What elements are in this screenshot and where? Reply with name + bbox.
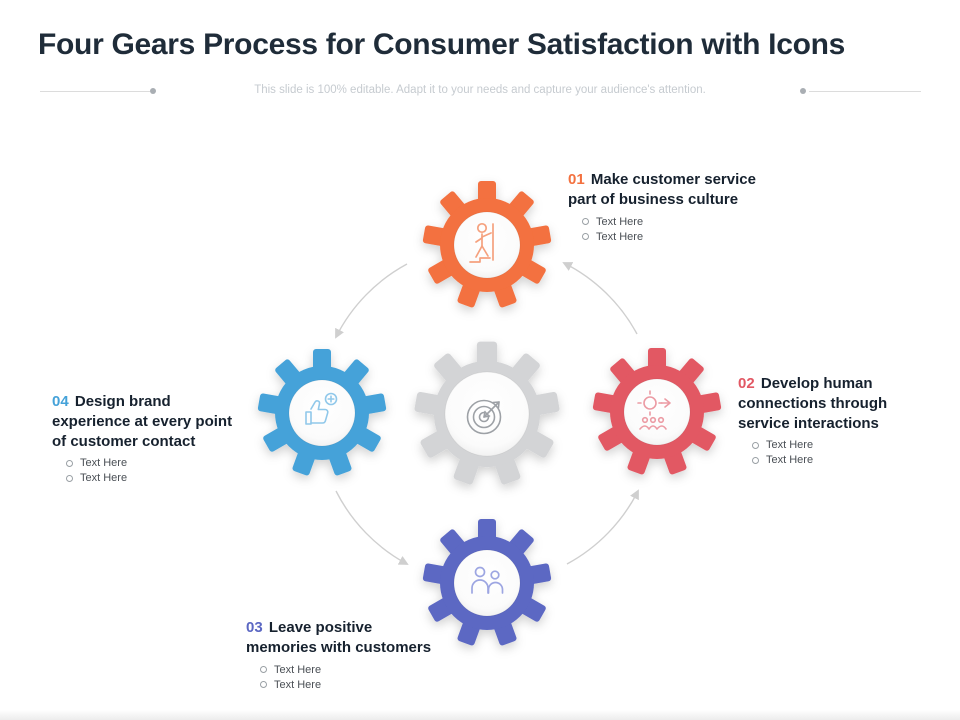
two-people-icon (471, 566, 504, 594)
bullet-label: Text Here (80, 472, 128, 485)
bullet-label: Text Here (766, 439, 814, 452)
slide-subtitle: This slide is 100% editable. Adapt it to… (254, 84, 706, 96)
list-item: Text Here (52, 472, 248, 484)
bullet-circle-icon (752, 441, 759, 449)
gear-step-01 (422, 181, 552, 309)
bullet-label: Text Here (80, 457, 128, 470)
bullet-label: Text Here (596, 215, 644, 228)
list-item: Text Here (738, 454, 916, 466)
decor-dot-left (150, 88, 156, 94)
bullet-label: Text Here (596, 230, 644, 243)
gear-people-icon (637, 390, 671, 430)
list-item: Text Here (568, 216, 778, 228)
step-block-03: 03 Leave positive memories with customer… (246, 618, 436, 691)
list-item: Text Here (246, 679, 436, 691)
decor-dot-right (800, 88, 806, 94)
gear-02-inner-circle (623, 378, 691, 446)
decor-line-left (40, 91, 150, 92)
gear-step-02 (592, 348, 722, 476)
arrow-bottom-to-right (566, 489, 639, 565)
step-heading: 04 Design brand experience at every poin… (52, 392, 248, 451)
gear-step-03 (422, 519, 552, 647)
gear-04-inner-circle (288, 379, 356, 447)
bullet-circle-icon (582, 218, 589, 226)
gear-01-inner-circle (453, 211, 521, 279)
arrow-top-to-left (335, 263, 408, 339)
bullet-circle-icon (260, 681, 267, 689)
list-item: Text Here (52, 457, 248, 469)
step-title: Make customer service part of business c… (568, 171, 756, 208)
bullet-list: Text Here Text Here (52, 457, 248, 484)
bullet-circle-icon (752, 456, 759, 464)
step-heading: 02 Develop human connections through ser… (738, 374, 916, 433)
step-heading: 01 Make customer service part of busines… (568, 170, 778, 210)
target-dart-icon (466, 399, 502, 435)
bullet-list: Text Here Text Here (738, 439, 916, 466)
bullet-label: Text Here (274, 663, 322, 676)
bullet-circle-icon (66, 459, 73, 467)
person-climbing-flag-icon (469, 222, 494, 263)
step-number: 04 (52, 393, 69, 410)
bullet-circle-icon (582, 233, 589, 241)
flow-arrows (335, 262, 639, 565)
bullet-circle-icon (260, 666, 267, 674)
arrow-left-to-bottom (335, 490, 409, 565)
bullet-list: Text Here Text Here (568, 216, 778, 243)
bullet-list: Text Here Text Here (246, 664, 436, 691)
bullet-label: Text Here (766, 454, 814, 467)
gear-step-04 (257, 349, 387, 477)
slide-bottom-shadow (0, 710, 960, 720)
bullet-label: Text Here (274, 678, 322, 691)
list-item: Text Here (246, 664, 436, 676)
gear-center (414, 341, 560, 486)
list-item: Text Here (568, 231, 778, 243)
list-item: Text Here (738, 439, 916, 451)
step-number: 01 (568, 171, 585, 188)
page-title: Four Gears Process for Consumer Satisfac… (38, 28, 846, 61)
decor-line-right (809, 91, 921, 92)
step-title: Leave positive memories with customers (246, 619, 432, 656)
thumbs-up-plus-icon (305, 392, 338, 425)
step-title: Develop human connections through servic… (738, 375, 888, 432)
step-block-01: 01 Make customer service part of busines… (568, 170, 778, 243)
step-number: 02 (738, 375, 755, 392)
step-title: Design brand experience at every point o… (52, 393, 233, 450)
step-heading: 03 Leave positive memories with customer… (246, 618, 436, 658)
step-block-04: 04 Design brand experience at every poin… (52, 392, 248, 484)
arrow-right-to-top (562, 262, 638, 335)
step-number: 03 (246, 619, 263, 636)
bullet-circle-icon (66, 474, 73, 482)
step-block-02: 02 Develop human connections through ser… (738, 374, 916, 466)
